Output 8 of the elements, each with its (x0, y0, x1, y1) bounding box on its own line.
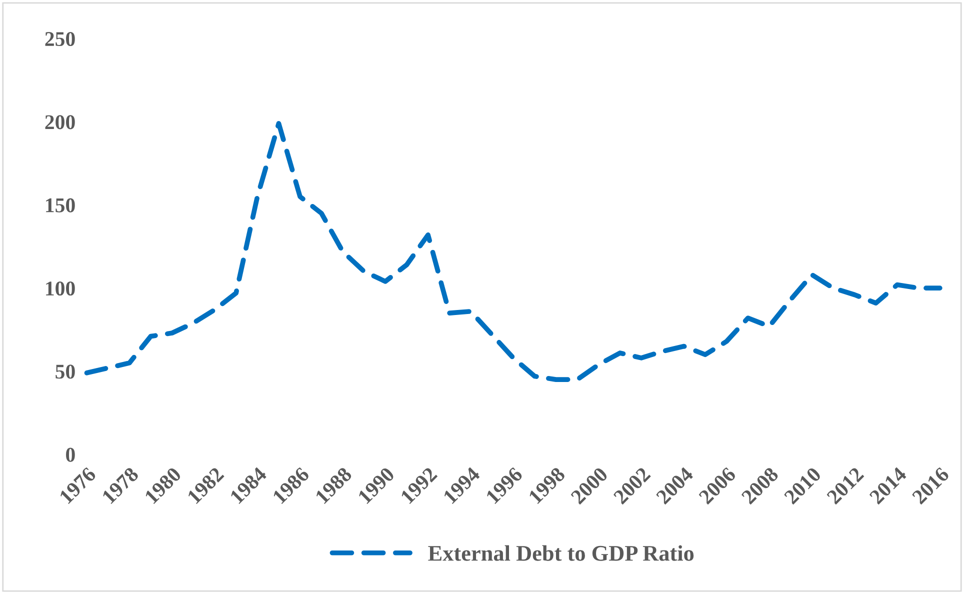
y-tick-label: 150 (46, 198, 75, 212)
line-series (84, 121, 942, 382)
legend-label: External Debt to GDP Ratio (428, 545, 694, 561)
y-tick-label: 0 (66, 448, 75, 462)
y-tick-label: 200 (45, 115, 75, 130)
y-tick-label: 50 (56, 364, 75, 379)
y-tick-label: 250 (45, 32, 75, 46)
y-tick-label: 100 (46, 281, 75, 296)
